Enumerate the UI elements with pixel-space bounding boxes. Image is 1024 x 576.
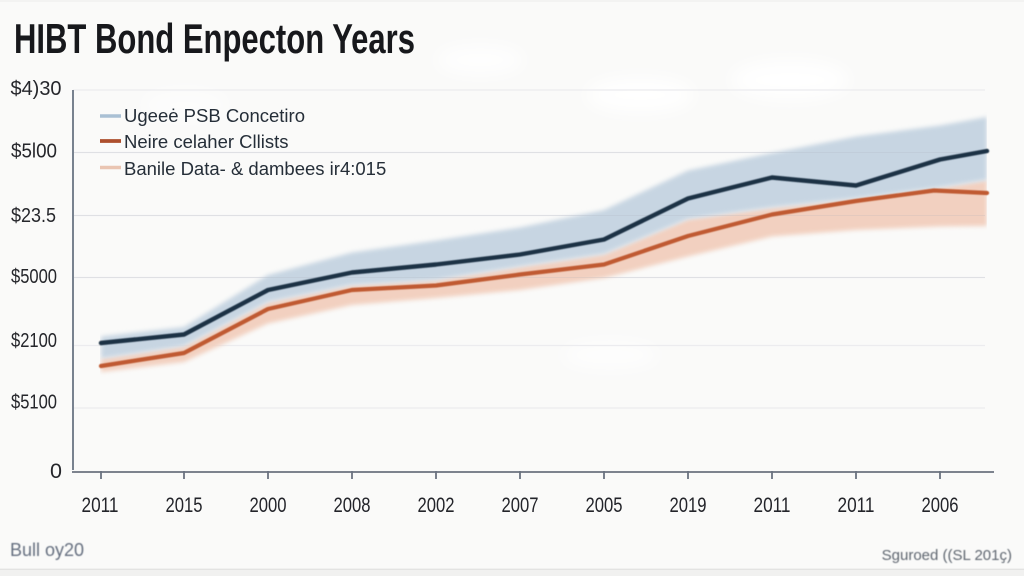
svg-text:2015: 2015 [166,493,203,517]
svg-text:2005: 2005 [586,493,623,517]
svg-text:Neire celaher Cllists: Neire celaher Cllists [124,131,289,152]
svg-text:$2100: $2100 [11,330,57,352]
svg-text:$4)30: $4)30 [11,78,62,100]
svg-text:2019: 2019 [670,493,707,517]
svg-text:2011: 2011 [82,493,119,517]
svg-text:$5100: $5100 [11,392,57,414]
svg-text:Sguroed ((SL 201ҫ): Sguroed ((SL 201ҫ) [882,547,1012,564]
svg-text:2007: 2007 [502,493,539,517]
svg-text:$5l00: $5l00 [11,141,57,163]
svg-text:$23.5: $23.5 [11,205,56,227]
svg-text:0: 0 [50,459,62,483]
svg-text:Ugeeė PSB Concetiro: Ugeeė PSB Concetiro [124,105,305,126]
svg-text:2002: 2002 [418,493,455,517]
svg-text:2011: 2011 [754,493,791,517]
svg-text:Banile Data- & dambees ir4:015: Banile Data- & dambees ir4:015 [124,158,386,179]
svg-text:HIBT Bond Enpecton Years: HIBT Bond Enpecton Years [14,15,415,62]
svg-text:2011: 2011 [838,493,875,517]
svg-text:$5000: $5000 [11,266,57,288]
svg-text:2006: 2006 [922,493,959,517]
svg-text:2008: 2008 [334,493,371,517]
svg-text:2000: 2000 [250,493,287,517]
svg-text:Bull oy20: Bull oy20 [10,540,84,560]
